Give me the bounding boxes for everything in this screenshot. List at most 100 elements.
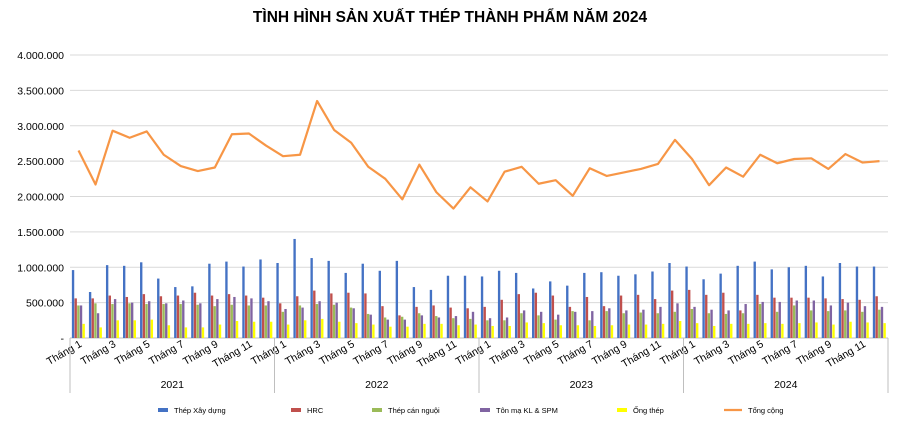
bar [296,296,299,338]
bar [724,313,728,338]
bar [403,319,406,338]
bar [673,311,677,338]
bar [96,313,100,338]
bar [883,323,886,338]
bar [196,304,199,338]
bar [469,318,472,338]
bar [866,322,869,338]
bar [719,273,722,338]
bar [252,321,256,338]
bar [798,323,801,338]
bar [770,269,773,338]
bar [366,313,370,338]
year-label: 2022 [365,379,389,391]
bar [437,317,441,338]
bar [165,303,168,338]
bar [542,323,545,338]
bar [208,263,211,338]
x-tick-label: Tháng 11 [211,338,255,370]
bar [193,292,197,338]
x-tick-label: Tháng 3 [692,338,732,368]
bar [491,325,494,338]
bar [327,260,330,338]
bar [758,304,762,338]
year-label: 2024 [774,379,798,391]
bar [824,298,827,338]
x-tick-label: Tháng 7 [760,338,800,368]
bar [420,315,424,338]
bar [389,326,392,338]
bar [566,285,569,338]
bar [707,313,711,338]
bar [145,304,148,338]
bar [588,320,591,338]
bar [213,306,216,338]
y-tick-label: 1.000.000 [17,262,64,274]
legend-label: Thép Xây dựng [174,406,226,415]
bar [167,325,171,338]
bar [568,306,572,338]
bar [454,316,458,338]
bar [525,322,528,338]
legend-swatch [158,408,168,412]
bar [361,263,364,338]
bar [332,304,336,338]
legend-label: Ống thép [633,405,664,415]
bar [378,270,381,338]
bar [318,301,321,338]
bar [872,266,876,338]
bar [369,314,372,338]
bar [125,296,129,338]
x-tick-label: Tháng 1 [249,338,289,368]
x-tick-label: Tháng 5 [113,338,153,368]
bar [372,324,375,338]
bar [557,314,560,338]
bar [105,265,109,338]
bar [242,266,245,338]
bar [642,309,645,338]
bar [94,303,97,338]
y-tick-label: 4.000.000 [17,50,64,62]
bar [539,311,543,338]
bar [108,295,111,338]
bar [235,321,239,338]
legend-label: Tổng cộng [748,406,783,415]
bar [304,320,307,338]
bar [483,306,486,338]
bar [625,310,628,338]
bar [829,305,833,338]
bar [74,298,77,338]
bar [827,311,830,338]
bar [656,313,659,338]
bar [670,290,674,338]
bar [585,296,589,338]
bar [466,308,469,338]
legend-swatch [291,408,301,412]
bar [639,312,642,338]
bar [668,263,671,338]
bar [82,323,85,338]
bar [418,313,421,338]
bar [696,323,699,338]
y-tick-label: 3.000.000 [17,121,64,133]
bar [150,319,154,338]
bar [457,325,460,338]
x-tick-label: Tháng 1 [45,338,85,368]
bar [247,305,250,338]
bar [736,265,739,338]
bar [636,294,640,338]
x-tick-label: Tháng 1 [454,338,494,368]
bar [534,292,538,338]
bar [688,289,691,338]
bar [617,275,620,338]
bar [849,321,852,338]
bar [364,293,367,338]
bar [503,320,506,338]
bar [488,318,492,338]
bar [676,303,679,338]
bar [330,293,333,338]
bar [574,311,577,338]
bar [176,295,180,338]
bar [744,304,747,338]
bar [435,316,438,338]
